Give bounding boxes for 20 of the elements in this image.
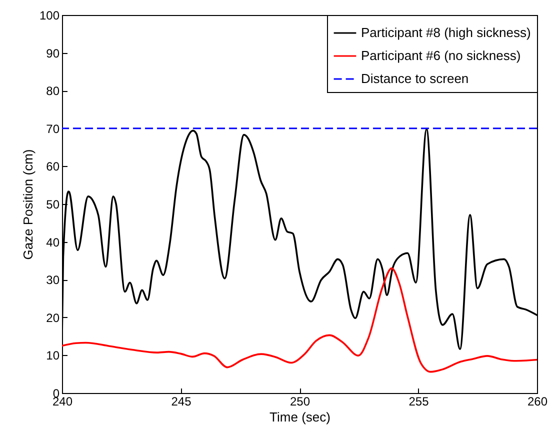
x-axis-title: Time (sec) <box>270 410 330 424</box>
y-tick-label: 30 <box>46 273 60 288</box>
x-tick-label: 250 <box>290 394 310 408</box>
y-tick-label: 70 <box>46 122 60 136</box>
y-tick-label: 20 <box>46 310 60 325</box>
legend-label: Participant #6 (no sickness) <box>361 48 521 63</box>
legend-label: Participant #8 (high sickness) <box>361 25 531 40</box>
y-tick-label: 60 <box>46 160 60 174</box>
x-tick-label: 245 <box>171 394 192 408</box>
y-tick-label: 100 <box>39 8 60 22</box>
y-tick-label: 50 <box>46 198 60 212</box>
y-tick-label: 80 <box>46 84 60 98</box>
y-axis-title: Gaze Position (cm) <box>20 149 36 260</box>
x-tick-label: 255 <box>408 394 430 408</box>
legend-label: Distance to screen <box>361 71 469 86</box>
line-series <box>62 267 537 373</box>
y-tick-label: 40 <box>46 235 60 250</box>
x-tick-label: 260 <box>527 394 548 408</box>
y-tick-label: 90 <box>46 46 60 60</box>
y-tick-label: 10 <box>46 348 60 363</box>
